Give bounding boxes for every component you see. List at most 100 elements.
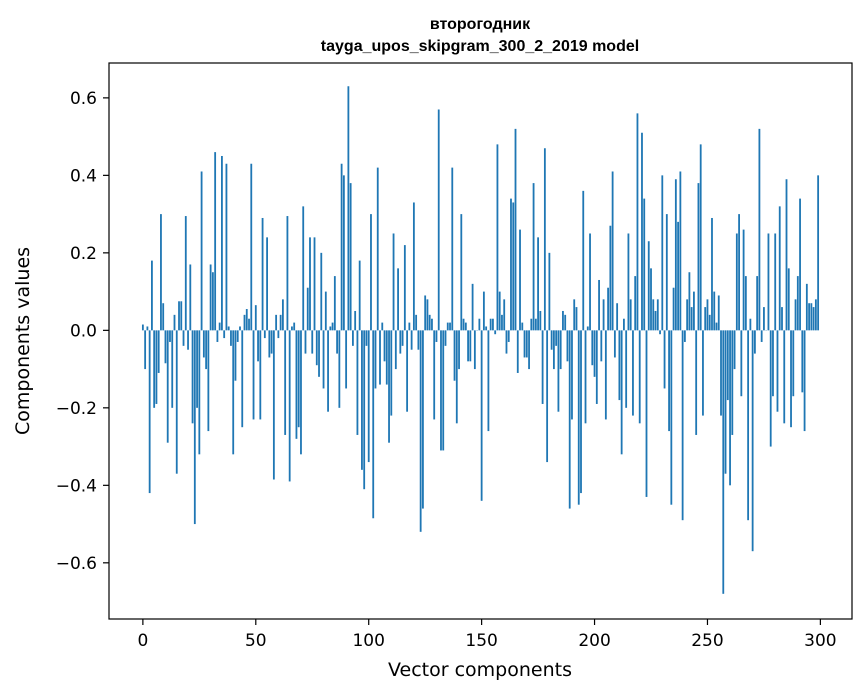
bar-134 xyxy=(444,330,447,346)
bar-7 xyxy=(157,330,160,373)
bar-146 xyxy=(471,283,474,331)
bar-283 xyxy=(781,307,783,331)
bar-76 xyxy=(313,237,316,331)
bar-116 xyxy=(403,245,406,331)
bar-141 xyxy=(460,214,463,331)
bar-164 xyxy=(512,202,515,331)
bar-62 xyxy=(281,299,284,331)
bar-56 xyxy=(268,330,271,358)
bar-237 xyxy=(677,221,680,331)
bar-244 xyxy=(693,291,695,331)
bar-103 xyxy=(374,330,377,389)
bar-118 xyxy=(408,322,411,331)
bar-288 xyxy=(792,330,795,397)
bar-83 xyxy=(329,326,332,331)
bar-279 xyxy=(772,330,774,397)
bar-166 xyxy=(516,330,519,373)
bar-252 xyxy=(711,217,713,331)
bar-180 xyxy=(548,252,551,331)
bar-112 xyxy=(394,330,397,370)
bar-255 xyxy=(717,295,720,331)
y-axis-ticks: −0.6 −0.4 −0.2 0.0 0.2 0.4 0.6 xyxy=(56,89,109,574)
bar-20 xyxy=(187,330,189,350)
bar-190 xyxy=(571,330,573,420)
bar-96 xyxy=(358,260,361,331)
bar-9 xyxy=(162,303,165,331)
bar-253 xyxy=(713,291,716,331)
bar-167 xyxy=(519,229,521,331)
bar-42 xyxy=(236,330,239,342)
bar-165 xyxy=(514,128,517,331)
bar-168 xyxy=(521,322,524,331)
bar-48 xyxy=(250,163,253,331)
bar-240 xyxy=(683,330,686,342)
bar-256 xyxy=(720,330,722,416)
bar-275 xyxy=(763,307,765,331)
bar-100 xyxy=(367,330,370,463)
bar-230 xyxy=(661,175,664,331)
bar-16 xyxy=(178,301,180,331)
bar-47 xyxy=(248,318,250,331)
bar-124 xyxy=(422,330,424,509)
y-tick-label: 0.2 xyxy=(70,244,97,264)
bar-24 xyxy=(196,330,198,408)
bar-105 xyxy=(379,330,381,385)
bar-170 xyxy=(525,330,528,358)
bar-267 xyxy=(744,276,747,331)
bar-210 xyxy=(616,303,619,331)
bar-184 xyxy=(557,330,560,412)
bar-34 xyxy=(218,322,221,331)
bar-295 xyxy=(808,303,810,331)
bar-95 xyxy=(356,330,359,435)
bar-162 xyxy=(507,330,510,342)
chart-subtitle: tayga_upos_skipgram_300_2_2019 model xyxy=(321,38,639,55)
bar-231 xyxy=(663,330,666,389)
bar-173 xyxy=(532,183,535,331)
y-tick-label: −0.4 xyxy=(56,476,97,496)
bar-91 xyxy=(347,86,350,331)
bar-129 xyxy=(433,330,436,420)
bar-151 xyxy=(482,291,485,331)
bar-259 xyxy=(726,330,729,401)
bar-221 xyxy=(641,132,643,331)
bar-87 xyxy=(338,330,341,408)
bar-214 xyxy=(625,330,628,408)
bar-185 xyxy=(559,330,562,370)
bar-273 xyxy=(758,128,761,331)
bar-227 xyxy=(654,310,657,331)
bar-128 xyxy=(431,318,433,331)
bar-250 xyxy=(706,299,709,331)
bar-280 xyxy=(774,233,777,331)
bars-group xyxy=(141,86,820,594)
bar-64 xyxy=(286,216,289,331)
bar-179 xyxy=(546,330,549,463)
bar-4 xyxy=(151,260,153,331)
bar-138 xyxy=(453,330,456,381)
bar-126 xyxy=(426,299,429,331)
bar-157 xyxy=(496,144,499,331)
bar-0 xyxy=(141,324,144,331)
bar-12 xyxy=(169,330,171,342)
bar-114 xyxy=(399,330,402,354)
bar-19 xyxy=(184,216,187,331)
bar-21 xyxy=(189,264,192,331)
bar-31 xyxy=(211,272,214,331)
bar-2 xyxy=(146,326,149,331)
bar-43 xyxy=(239,326,241,331)
bar-282 xyxy=(778,206,781,331)
bar-127 xyxy=(428,314,431,331)
bar-10 xyxy=(164,330,167,364)
bar-198 xyxy=(589,233,591,331)
bar-247 xyxy=(699,144,702,331)
bar-287 xyxy=(790,330,792,428)
bar-281 xyxy=(776,330,779,412)
bar-254 xyxy=(715,322,718,331)
bar-266 xyxy=(742,229,745,331)
bar-158 xyxy=(498,291,501,331)
bar-264 xyxy=(738,214,740,331)
bar-125 xyxy=(424,295,427,331)
bar-123 xyxy=(419,330,422,532)
bar-181 xyxy=(550,330,553,350)
bar-195 xyxy=(582,190,585,331)
bar-97 xyxy=(361,330,363,470)
